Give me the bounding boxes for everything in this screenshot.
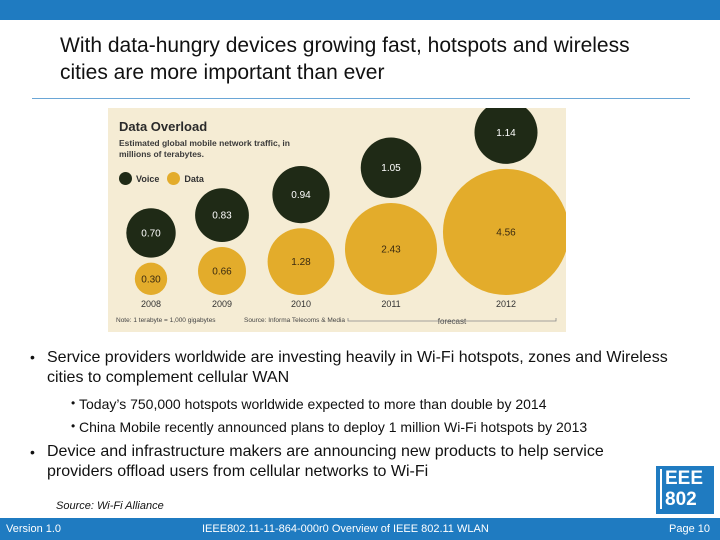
footer-document-id: IEEE802.11-11-864-000r0 Overview of IEEE… <box>202 523 489 535</box>
bullet-1: Service providers worldwide are investin… <box>47 349 668 386</box>
voice-value-label-2009: 0.83 <box>212 211 232 222</box>
ieee-802-logo: EEE 802 <box>656 466 714 514</box>
voice-bubble-2012 <box>474 108 538 164</box>
chart-note-text: Note: 1 terabyte = 1,000 gigabytes <box>116 317 216 324</box>
title-divider <box>32 98 690 99</box>
logo-line-1: EEE <box>665 468 704 489</box>
bullet-marker: • <box>30 444 35 460</box>
chart-footnote: Note: 1 terabyte = 1,000 gigabytes Sourc… <box>116 317 566 324</box>
sub-bullet-marker: • <box>71 419 76 433</box>
top-accent-bar <box>0 0 720 20</box>
legend-data-swatch <box>167 172 181 185</box>
year-label-2009: 2009 <box>212 299 232 309</box>
voice-bubble-2009 <box>195 188 249 243</box>
bullet-1-sub-1: Today’s 750,000 hotspots worldwide expec… <box>79 396 547 412</box>
bullet-marker: • <box>30 349 35 365</box>
year-label-2010: 2010 <box>291 299 311 309</box>
forecast-label: forecast <box>438 317 467 326</box>
footer-version: Version 1.0 <box>6 523 62 535</box>
legend-voice-swatch <box>119 172 132 185</box>
data-value-label-2012: 4.56 <box>496 227 516 238</box>
logo-bar <box>660 469 662 509</box>
voice-bubble-2011 <box>360 137 422 198</box>
chart-canvas: 0.30 0.70 2008 0.66 0.83 2009 1.28 0.94 2010 2.43… <box>126 108 566 326</box>
legend-item-voice: Voice <box>119 172 159 185</box>
year-label-2012: 2012 <box>496 299 516 309</box>
forecast-bracket <box>347 318 557 322</box>
chart-title: Data Overload <box>119 119 208 134</box>
data-bubble-2010 <box>267 228 335 295</box>
data-value-label-2008: 0.30 <box>141 274 161 285</box>
slide-title: With data-hungry devices growing fast, h… <box>60 34 630 84</box>
chart-subtitle: Estimated global mobile network traffic,… <box>119 138 290 159</box>
data-value-label-2010: 1.28 <box>291 257 311 268</box>
voice-value-label-2008: 0.70 <box>141 228 161 239</box>
voice-bubble-2008 <box>126 208 176 258</box>
data-bubble-2011 <box>344 202 438 295</box>
source-citation: Source: Wi-Fi Alliance <box>56 500 164 512</box>
legend-item-data: Data <box>167 172 204 185</box>
data-bubble-2009 <box>198 247 246 295</box>
data-overload-chart: 0.30 0.70 2008 0.66 0.83 2009 1.28 0.94 2010 2.43… <box>108 108 566 332</box>
bullet-1-sub-2: China Mobile recently announced plans to… <box>79 419 588 435</box>
voice-value-label-2012: 1.14 <box>496 128 516 139</box>
year-label-2008: 2008 <box>141 299 161 309</box>
year-label-2011: 2011 <box>381 299 400 309</box>
chart-legend: Voice Data <box>119 172 212 185</box>
legend-data-label: Data <box>184 173 204 184</box>
data-bubble-2008 <box>134 262 168 295</box>
bullet-2: Device and infrastructure makers are ann… <box>47 443 604 480</box>
data-value-label-2011: 2.43 <box>381 244 401 255</box>
footer-bar: Version 1.0 IEEE802.11-11-864-000r0 Over… <box>0 518 720 540</box>
sub-bullet-marker: • <box>71 396 76 410</box>
data-value-label-2009: 0.66 <box>212 267 232 278</box>
logo-line-2: 802 <box>665 489 697 510</box>
legend-voice-label: Voice <box>136 173 160 184</box>
voice-value-label-2011: 1.05 <box>381 163 401 174</box>
voice-bubble-2010 <box>272 165 330 224</box>
voice-value-label-2010: 0.94 <box>291 190 311 201</box>
data-bubble-2012 <box>442 168 566 295</box>
chart-source-text: Source: Informa Telecoms & Media <box>244 317 346 324</box>
footer-page-number: Page 10 <box>669 523 710 535</box>
